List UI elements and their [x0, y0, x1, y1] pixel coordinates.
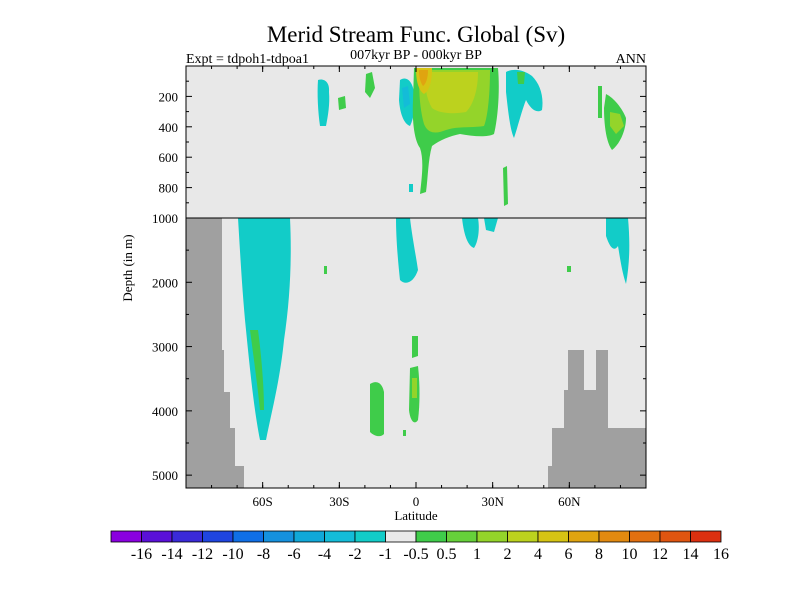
colorbar-swatch — [629, 530, 661, 543]
colorbar-label: -12 — [192, 546, 213, 563]
contour-region — [338, 96, 346, 110]
colorbar-swatch — [263, 530, 295, 543]
colorbar-swatch — [659, 530, 691, 543]
experiment-label: Expt = tdpoh1-tdpoa1 — [186, 52, 309, 67]
colorbar-swatch — [598, 530, 630, 543]
x-tick-label: 60N — [558, 494, 581, 509]
contour-region — [506, 69, 543, 138]
contour-region — [250, 330, 264, 410]
colorbar-label: -2 — [348, 546, 361, 563]
contour-region — [610, 112, 624, 134]
period-label: 007kyr BP - 000kyr BP — [350, 48, 482, 63]
colorbar-swatch — [568, 530, 600, 543]
y-axis-upper: 200 400 600 800 1000 — [152, 80, 646, 226]
x-tick-label: 30N — [481, 494, 504, 509]
colorbar-swatch — [507, 530, 539, 543]
colorbar-label: 16 — [713, 546, 729, 563]
y-tick-label-upper: 400 — [159, 120, 179, 135]
colorbar-label: -1 — [379, 546, 392, 563]
chart-title: Merid Stream Func. Global (Sv) — [267, 22, 565, 47]
x-axis-label: Latitude — [394, 508, 438, 523]
colorbar-label: -6 — [287, 546, 300, 563]
y-tick-label-upper: 800 — [159, 181, 179, 196]
x-tick-label: 30S — [329, 494, 349, 509]
y-tick-label-upper: 600 — [159, 150, 179, 165]
colorbar-swatch — [690, 530, 722, 543]
colorbar-swatch — [232, 530, 264, 543]
contour-region — [412, 378, 417, 398]
colorbar-swatch — [110, 530, 142, 543]
contour-region — [324, 266, 327, 274]
season-label: ANN — [616, 52, 646, 67]
contour-region — [517, 72, 525, 84]
bathymetry-north — [548, 350, 646, 488]
upper-panel — [185, 65, 647, 219]
colorbar-label: 2 — [504, 546, 512, 563]
colorbar-label: 14 — [683, 546, 699, 563]
contour-region — [317, 79, 330, 126]
y-axis-lower: 2000 3000 4000 5000 — [152, 249, 646, 483]
y-tick-label-lower: 3000 — [152, 340, 178, 355]
upper-contours — [317, 68, 626, 206]
contour-region — [370, 382, 384, 437]
colorbar-label: 8 — [595, 546, 603, 563]
contour-region — [396, 218, 418, 283]
contour-region — [425, 72, 478, 114]
y-tick-label-lower: 2000 — [152, 275, 178, 290]
y-tick-label-upper: 1000 — [152, 211, 178, 226]
colorbar-swatch — [141, 530, 173, 543]
contour-region — [598, 86, 602, 118]
colorbar-label: 10 — [622, 546, 638, 563]
contour-region — [419, 70, 428, 86]
contour-region — [484, 218, 498, 232]
y-tick-label-lower: 5000 — [152, 468, 178, 483]
y-axis-label: Depth (in m) — [120, 234, 135, 301]
y-tick-label-upper: 200 — [159, 89, 179, 104]
contour-region — [403, 430, 406, 436]
y-tick-label-lower: 4000 — [152, 404, 178, 419]
colorbar-swatch — [537, 530, 569, 543]
contour-region — [567, 266, 571, 272]
colorbar-swatch — [324, 530, 356, 543]
bathymetry-south — [186, 218, 244, 488]
contour-region — [412, 336, 418, 358]
colorbar-label: 0.5 — [437, 546, 457, 563]
contour-region — [503, 166, 508, 206]
colorbar-swatch — [354, 530, 386, 543]
colorbar: -16 -14 -12 -10 -8 -6 -4 -2 -1 -0.5 0.5 1 2 4 6 8 10 12 14… — [110, 530, 729, 563]
colorbar-swatch — [171, 530, 203, 543]
colorbar-label: -16 — [131, 546, 152, 563]
contour-region — [409, 184, 413, 192]
x-axis: 60S 30S 0 30N 60N — [185, 66, 647, 509]
colorbar-swatch — [415, 530, 447, 543]
x-tick-label: 60S — [253, 494, 273, 509]
colorbar-label: 4 — [534, 546, 542, 563]
colorbar-label: 1 — [473, 546, 481, 563]
lower-panel — [185, 217, 647, 489]
contour-region — [462, 218, 479, 248]
contour-region — [365, 72, 375, 98]
colorbar-label: -8 — [257, 546, 270, 563]
contour-region — [606, 218, 630, 284]
colorbar-label: -14 — [161, 546, 182, 563]
colorbar-swatch — [293, 530, 325, 543]
colorbar-swatch — [202, 530, 234, 543]
lower-contours — [238, 218, 630, 440]
colorbar-swatch — [476, 530, 508, 543]
colorbar-label: -10 — [222, 546, 243, 563]
colorbar-swatch — [385, 530, 417, 543]
contour-region — [238, 218, 291, 440]
contour-region — [402, 86, 410, 108]
colorbar-swatch — [446, 530, 478, 543]
x-tick-label: 0 — [413, 494, 420, 509]
colorbar-label: -0.5 — [403, 546, 428, 563]
colorbar-label: -4 — [318, 546, 331, 563]
colorbar-label: 6 — [565, 546, 573, 563]
colorbar-label: 12 — [652, 546, 668, 563]
